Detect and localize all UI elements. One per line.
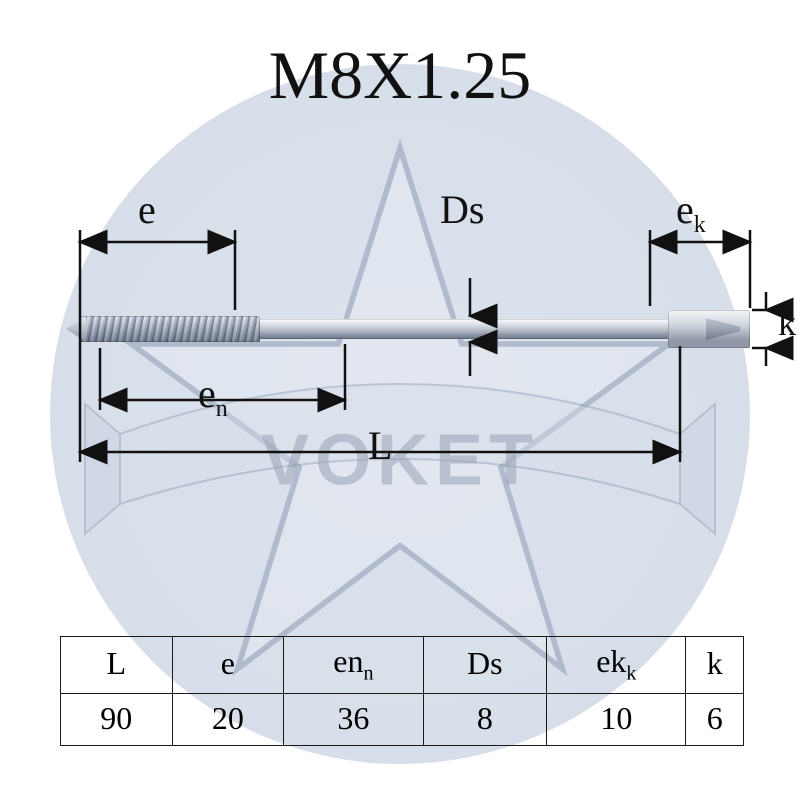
val-L: 90 — [61, 694, 173, 746]
canvas: VOKET M8X1.25 — [0, 0, 800, 800]
val-k: 6 — [686, 694, 744, 746]
col-ek: ekk — [547, 636, 686, 693]
col-k: k — [686, 636, 744, 693]
val-ek: 10 — [547, 694, 686, 746]
label-en: en — [198, 370, 228, 423]
col-L: L — [61, 636, 173, 693]
label-e: e — [138, 186, 156, 233]
label-l: L — [368, 422, 392, 469]
val-en: 36 — [284, 694, 423, 746]
label-k: k — [778, 302, 796, 344]
table-row: 90 20 36 8 10 6 — [61, 694, 744, 746]
val-Ds: 8 — [423, 694, 547, 746]
col-Ds: Ds — [423, 636, 547, 693]
spec-table: L e enn Ds ekk k 90 20 36 8 10 6 — [60, 636, 744, 746]
table-row: L e enn Ds ekk k — [61, 636, 744, 693]
label-ek: ek — [676, 186, 706, 239]
col-en: enn — [284, 636, 423, 693]
label-ds: Ds — [440, 186, 484, 233]
col-e: e — [172, 636, 284, 693]
val-e: 20 — [172, 694, 284, 746]
